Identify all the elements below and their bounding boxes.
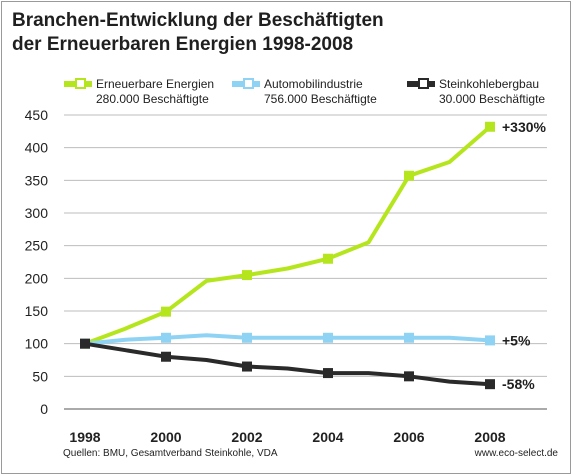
legend-sub-erneuerbare: 280.000 Beschäftigte: [96, 92, 209, 106]
y-tick-label-100: 100: [25, 336, 49, 352]
y-tick-label-450: 450: [25, 107, 49, 123]
y-tick-label-200: 200: [25, 270, 49, 286]
y-tick-label-150: 150: [25, 303, 49, 319]
series-2-marker-2008: [485, 335, 495, 346]
y-tick-label-300: 300: [25, 205, 49, 221]
title-line-2: der Erneuerbaren Energien 1998-2008: [12, 34, 354, 55]
legend-swatch-automobil: [232, 78, 260, 89]
legend-label-erneuerbare: Erneuerbare Energien: [96, 77, 215, 91]
series-3-line: [84, 341, 491, 387]
series-2-marker-2006: [404, 332, 414, 343]
legend-swatch-erneuerbare: [64, 78, 92, 89]
series-3-marker-2006: [404, 371, 414, 382]
series-2-line: [84, 333, 491, 346]
y-tick-label-250: 250: [25, 238, 49, 254]
series-2-end-label: +5%: [502, 332, 531, 348]
title-line-1: Branchen-Entwicklung der Beschäftigten: [12, 10, 384, 31]
legend-swatch-steinkohle: [407, 78, 435, 89]
series-1-marker-2004: [323, 253, 333, 264]
series-1-marker-2000: [161, 306, 171, 317]
series-1-end-label: +330%: [502, 119, 547, 135]
y-tick-label-0: 0: [40, 401, 48, 417]
chart-title: Branchen-Entwicklung der Beschäftigten d…: [12, 9, 384, 57]
x-tick-label-1998: 1998: [69, 429, 100, 445]
series-3-marker-2004: [323, 368, 333, 379]
series-1-marker-2002: [242, 270, 252, 281]
x-tick-label-2002: 2002: [231, 429, 262, 445]
series-1-marker-2006: [404, 170, 414, 181]
x-tick-label-2008: 2008: [474, 429, 505, 445]
x-tick-label-2004: 2004: [312, 429, 343, 445]
y-tick-label-350: 350: [25, 172, 49, 188]
series-1-line: [84, 125, 492, 346]
series-3-marker-1998: [80, 338, 90, 349]
legend-sub-automobil: 756.000 Beschäftigte: [264, 92, 377, 106]
series-2-marker-2004: [323, 332, 333, 343]
legend-sub-steinkohle: 30.000 Beschäftigte: [439, 92, 546, 106]
x-tick-label-2000: 2000: [150, 429, 181, 445]
series-3-end-label: -58%: [502, 376, 535, 392]
legend-label-steinkohle: Steinkohlebergbau: [439, 77, 540, 91]
y-tick-label-400: 400: [25, 140, 49, 156]
series-3-marker-2000: [161, 351, 171, 362]
series-2-marker-2000: [161, 332, 171, 343]
series-2-marker-2002: [242, 332, 252, 343]
x-tick-label-2006: 2006: [393, 429, 424, 445]
y-tick-label-50: 50: [32, 368, 48, 384]
legend-label-automobil: Automobilindustrie: [264, 77, 363, 91]
series-3-marker-2008: [485, 379, 495, 390]
website-note: www.eco-select.de: [474, 448, 558, 459]
series-3-marker-2002: [242, 361, 252, 372]
source-note: Quellen: BMU, Gesamtverband Steinkohle, …: [63, 448, 278, 459]
series-1-marker-2008: [485, 121, 495, 132]
